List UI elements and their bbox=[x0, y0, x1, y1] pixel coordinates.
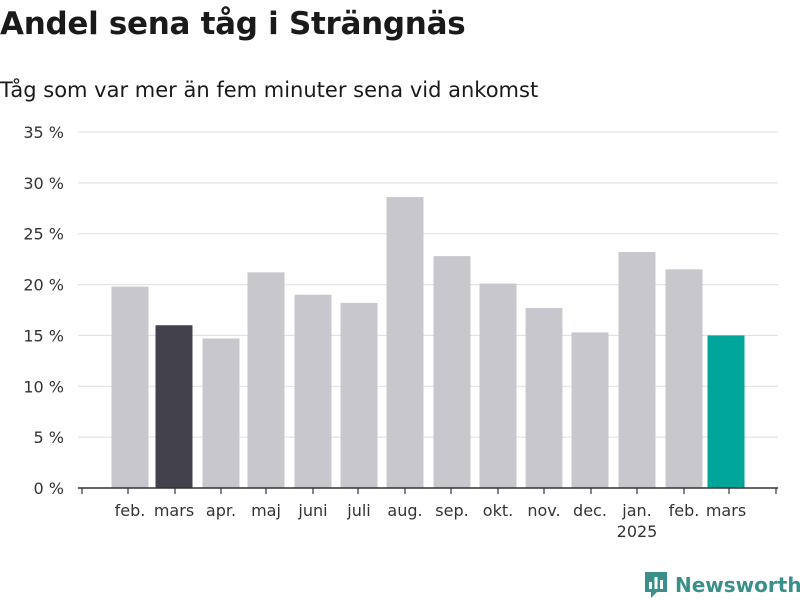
y-tick-label: 5 % bbox=[34, 428, 64, 447]
y-tick-label: 10 % bbox=[23, 377, 64, 396]
x-tick-label: mars bbox=[154, 501, 194, 520]
x-axis-labels: feb. mars apr. maj juni juli aug. sep. okt. nov. d… bbox=[115, 501, 747, 541]
y-tick-label: 30 % bbox=[23, 174, 64, 193]
x-tick-label: feb. bbox=[115, 501, 146, 520]
x-tick-label: jan. bbox=[621, 501, 651, 520]
bar bbox=[247, 272, 285, 488]
bar bbox=[433, 256, 471, 488]
bar-chart-logo-icon bbox=[645, 572, 667, 598]
gridlines bbox=[78, 131, 778, 438]
bar bbox=[111, 286, 149, 488]
y-axis-labels: 0 % 5 % 10 % 15 % 20 % 25 % 30 % 35 % bbox=[23, 123, 64, 498]
newsworthy-logo: Newsworthy bbox=[643, 570, 800, 600]
x-axis bbox=[78, 487, 778, 494]
y-tick-label: 15 % bbox=[23, 326, 64, 345]
y-tick-label: 20 % bbox=[23, 276, 64, 295]
bar bbox=[294, 294, 332, 488]
y-tick-label: 35 % bbox=[23, 123, 64, 142]
chart-subtitle: Tåg som var mer än fem minuter sena vid … bbox=[0, 78, 539, 102]
x-tick-label: okt. bbox=[483, 501, 513, 520]
x-tick-label: apr. bbox=[206, 501, 236, 520]
bar bbox=[340, 302, 378, 488]
y-tick-label: 0 % bbox=[34, 479, 64, 498]
bar bbox=[479, 283, 517, 488]
x-tick-label: nov. bbox=[527, 501, 560, 520]
bar bbox=[571, 332, 609, 488]
x-tick-label: aug. bbox=[387, 501, 422, 520]
x-year-label: 2025 bbox=[617, 522, 658, 541]
x-tick-label: feb. bbox=[669, 501, 700, 520]
x-tick-label: mars bbox=[706, 501, 746, 520]
x-tick-label: juli bbox=[346, 501, 370, 520]
x-tick-label: maj bbox=[251, 501, 281, 520]
bar bbox=[618, 252, 656, 488]
bar bbox=[525, 307, 563, 488]
bar bbox=[707, 335, 745, 488]
bar bbox=[202, 338, 240, 488]
x-tick-label: juni bbox=[297, 501, 327, 520]
bar bbox=[665, 269, 703, 488]
bars bbox=[111, 197, 745, 488]
x-tick-label: dec. bbox=[573, 501, 607, 520]
x-tick-label: sep. bbox=[435, 501, 468, 520]
brand-name: Newsworthy bbox=[675, 573, 800, 597]
y-tick-label: 25 % bbox=[23, 225, 64, 244]
chart-title: Andel sena tåg i Strängnäs bbox=[0, 6, 466, 42]
bar bbox=[386, 197, 424, 488]
bar bbox=[155, 325, 193, 488]
